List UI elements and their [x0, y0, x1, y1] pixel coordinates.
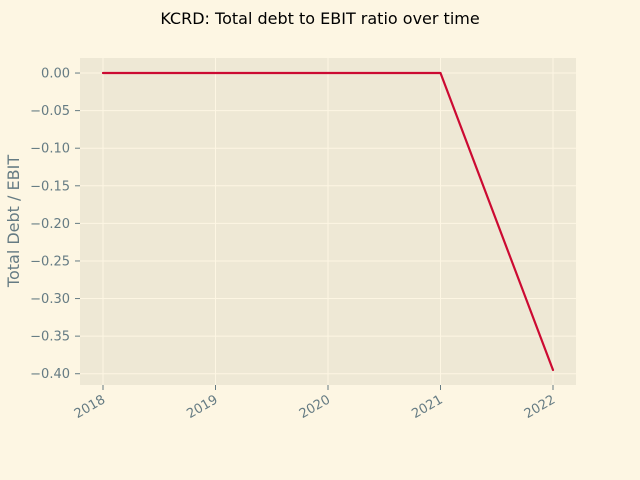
y-tick-label: −0.10	[30, 142, 70, 157]
y-tick-label: −0.25	[30, 254, 70, 269]
grid	[80, 58, 576, 385]
y-tick-label: 0.00	[41, 67, 70, 82]
series-group	[101, 71, 555, 372]
y-tick-label: −0.40	[30, 367, 70, 382]
y-tick-label: −0.20	[30, 217, 70, 232]
y-tick-label: −0.05	[30, 104, 70, 119]
y-tick-label: −0.30	[30, 292, 70, 307]
series-line	[101, 71, 555, 372]
y-tick-label: −0.35	[30, 330, 70, 345]
chart-title: KCRD: Total debt to EBIT ratio over time	[160, 9, 479, 28]
y-axis-title: Total Debt / EBIT	[4, 155, 23, 288]
y-tick-label: −0.15	[30, 179, 70, 194]
y-axis: 0.00 −0.05 −0.10 −0.15 −0.20 −0.25 −0.30 −0.35 −…	[30, 67, 80, 382]
